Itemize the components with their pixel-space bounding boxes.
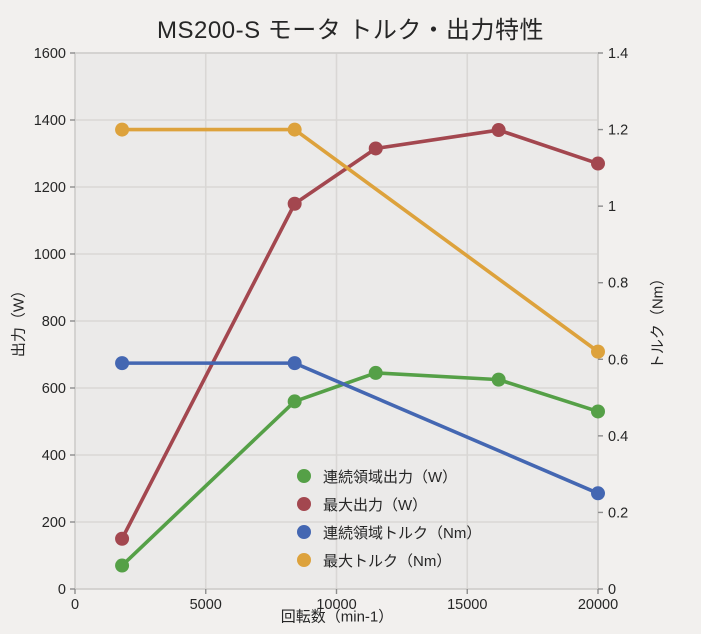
x-axis-tick-label: 5000 (190, 597, 222, 613)
y-axis-tick-label-left: 600 (42, 381, 66, 397)
y-axis-tick-label-left: 0 (58, 582, 66, 598)
series-point-3 (591, 344, 605, 359)
legend-marker-blue-icon (297, 525, 311, 539)
series-point-0 (491, 372, 506, 387)
y-axis-tick-label-left: 1600 (34, 46, 66, 62)
series-point-1 (591, 156, 605, 171)
series-point-3 (115, 122, 130, 137)
series-point-3 (287, 122, 302, 137)
series-point-2 (287, 356, 302, 371)
y-axis-label-left: 出力（W） (10, 282, 28, 358)
y-axis-tick-label-left: 400 (42, 448, 66, 464)
legend-marker-red-icon (297, 497, 311, 511)
legend-label: 最大出力（W） (323, 496, 428, 514)
series-point-2 (591, 486, 605, 501)
y-axis-tick-label-left: 1400 (34, 113, 66, 129)
y-axis-tick-label-right: 1.2 (608, 123, 628, 139)
y-axis-tick-label-left: 800 (42, 314, 66, 330)
series-point-2 (115, 356, 130, 371)
y-axis-tick-label-right: 1 (608, 199, 616, 215)
x-axis-tick-label: 0 (71, 597, 79, 613)
x-axis-tick-label: 15000 (447, 597, 487, 613)
series-point-0 (368, 365, 383, 380)
legend-item-max-torque: 最大トルク（Nm） (297, 546, 481, 574)
legend-label: 最大トルク（Nm） (323, 552, 452, 570)
y-axis-label-right: トルク（Nm） (649, 270, 667, 370)
y-axis-tick-label-right: 1.4 (608, 46, 628, 62)
y-axis-tick-label-left: 1000 (34, 247, 66, 263)
legend-label: 連続領域出力（W） (323, 468, 458, 486)
y-axis-tick-label-right: 0.2 (608, 505, 628, 521)
y-axis-tick-label-right: 0.4 (608, 429, 628, 445)
x-axis-tick-label: 20000 (578, 597, 618, 613)
y-axis-tick-label-right: 0 (608, 582, 616, 598)
legend-label: 連続領域トルク（Nm） (323, 524, 482, 542)
series-point-1 (115, 531, 130, 546)
legend-item-continuous-output: 連続領域出力（W） (297, 462, 481, 490)
series-point-1 (368, 141, 383, 156)
y-axis-tick-label-right: 0.6 (608, 352, 628, 368)
series-point-0 (591, 404, 605, 419)
y-axis-tick-label-right: 0.8 (608, 276, 628, 292)
series-point-1 (287, 196, 302, 211)
chart-title: MS200-S モータ トルク・出力特性 (157, 17, 544, 44)
chart-legend: 連続領域出力（W） 最大出力（W） 連続領域トルク（Nm） 最大トルク（Nm） (297, 462, 481, 574)
series-point-0 (287, 394, 302, 409)
x-axis-label: 回転数（min-1） (280, 608, 394, 626)
legend-marker-orange-icon (297, 553, 311, 567)
y-axis-tick-label-left: 200 (42, 515, 66, 531)
legend-item-continuous-torque: 連続領域トルク（Nm） (297, 518, 481, 546)
series-point-0 (115, 558, 130, 573)
x-axis-tick-label: 10000 (316, 597, 356, 613)
series-point-1 (491, 123, 506, 138)
legend-item-max-output: 最大出力（W） (297, 490, 481, 518)
y-axis-tick-label-left: 1200 (34, 180, 66, 196)
legend-marker-green-icon (297, 469, 311, 483)
